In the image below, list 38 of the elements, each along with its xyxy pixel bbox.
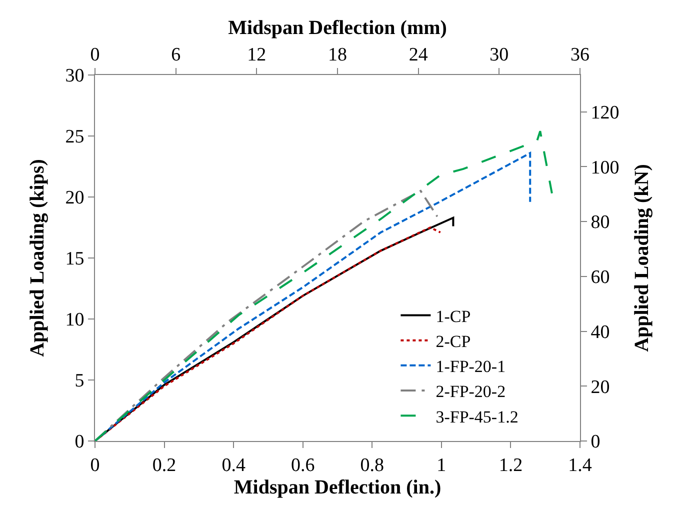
y2-tick-label: 60: [590, 267, 610, 288]
x2-tick-label: 30: [490, 44, 509, 66]
y2-tick-label: 20: [590, 376, 610, 398]
x2-tick-label: 36: [570, 44, 590, 66]
legend-label: 2-CP: [436, 332, 471, 351]
legend-label: 2-FP-20-2: [436, 382, 506, 402]
x2-tick-label: 0: [90, 44, 100, 66]
x-tick-label: 0.6: [290, 454, 315, 476]
y-tick-label: 20: [65, 188, 84, 209]
y-tick-label: 0: [74, 432, 84, 453]
x2-tick-label: 12: [247, 44, 266, 66]
x-tick-label: 1: [436, 454, 446, 476]
x-tick-label: 0.8: [360, 454, 384, 476]
legend-label: 1-FP-20-1: [436, 357, 506, 376]
y-axis-title: Applied Loading (kips): [26, 159, 49, 357]
legend-label: 1-CP: [436, 306, 471, 326]
y2-tick-label: 100: [590, 157, 620, 178]
y-tick-label: 5: [74, 370, 84, 392]
y-tick-label: 10: [65, 310, 84, 331]
x-tick-label: 1.2: [498, 454, 523, 476]
x-axis-title: Midspan Deflection (in.): [234, 476, 442, 498]
y2-tick-label: 80: [590, 212, 610, 234]
y2-axis-title: Applied Loading (kN): [630, 164, 653, 352]
legend-label: 3-FP-45-1.2: [436, 407, 518, 426]
x2-axis-title: Midspan Deflection (mm): [228, 16, 447, 39]
x2-tick-label: 18: [328, 44, 347, 66]
x2-tick-label: 6: [171, 44, 181, 66]
y-tick-label: 15: [65, 248, 84, 270]
y-tick-label: 30: [65, 66, 84, 87]
x2-tick-label: 24: [408, 44, 428, 66]
x-tick-label: 0.4: [222, 454, 246, 476]
y-tick-label: 25: [65, 126, 84, 148]
y2-tick-label: 0: [590, 432, 600, 453]
x-tick-label: 0: [90, 454, 100, 476]
y2-tick-label: 120: [590, 102, 620, 124]
x-tick-label: 0.2: [152, 454, 176, 476]
x-tick-label: 1.4: [568, 454, 592, 476]
y2-tick-label: 40: [590, 322, 610, 343]
